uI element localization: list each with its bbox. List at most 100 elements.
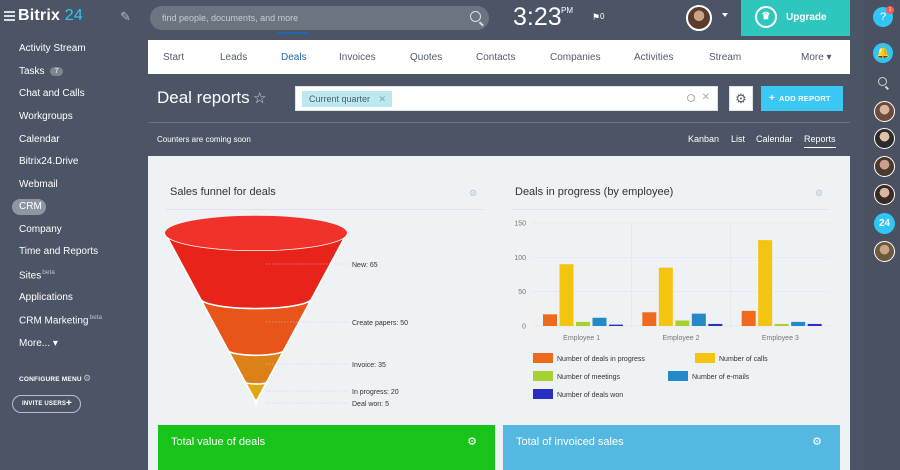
sidebar-item-time-and-reports[interactable]: Time and Reports <box>19 246 98 257</box>
bar <box>758 240 773 326</box>
y-tick-label: 0 <box>522 324 526 331</box>
contact-avatar[interactable] <box>874 241 895 262</box>
edit-pencil-icon[interactable]: ✎ <box>120 9 131 24</box>
beta-tag: beta <box>42 269 55 276</box>
tab-contacts[interactable]: Contacts <box>476 52 516 63</box>
help-icon: ? <box>879 11 887 23</box>
tab-quotes[interactable]: Quotes <box>410 52 443 63</box>
funnel-stage-label: Create papers: 50 <box>352 320 408 327</box>
contact-avatar[interactable] <box>874 101 895 122</box>
close-icon[interactable]: ✕ <box>701 92 710 103</box>
x-tick-label: Employee 1 <box>563 335 600 342</box>
funnel-stage-label: Deal won: 5 <box>352 401 389 408</box>
gear-icon[interactable]: ⚙ <box>815 188 824 198</box>
sidebar-item-label: Calendar <box>19 134 60 145</box>
funnel-stage-label: In progress: 20 <box>352 389 399 396</box>
flag-icon[interactable]: ⚑ <box>592 12 601 22</box>
star-icon[interactable]: ☆ <box>253 90 267 107</box>
sidebar-item-applications[interactable]: Applications <box>19 292 73 303</box>
view-kanban[interactable]: Kanban <box>688 134 720 144</box>
clock-ampm: PM <box>561 6 573 15</box>
total-invoiced-card: Total of invoiced sales ⚙ <box>503 425 840 470</box>
bar <box>658 267 673 326</box>
sidebar-item-webmail[interactable]: Webmail <box>19 179 58 190</box>
sidebar-item-chat-and-calls[interactable]: Chat and Calls <box>19 88 85 99</box>
invite-users-button[interactable]: INVITE USERS + <box>12 395 81 413</box>
sidebar-item-activity-stream[interactable]: Activity Stream <box>19 43 86 54</box>
upgrade-button[interactable]: ♛ Upgrade <box>741 0 850 36</box>
add-report-label: ADD REPORT <box>779 94 831 103</box>
sidebar-item-label: Webmail <box>19 179 58 190</box>
close-icon[interactable]: ✕ <box>378 94 387 104</box>
filter-bar[interactable]: Current quarter ✕ ✕ <box>295 86 718 111</box>
view-calendar[interactable]: Calendar <box>756 134 793 144</box>
tab-start[interactable]: Start <box>163 52 185 63</box>
gear-icon[interactable]: ⚙ <box>467 436 477 448</box>
y-tick-label: 100 <box>514 255 526 262</box>
contact-avatar[interactable] <box>874 184 895 205</box>
gear-icon[interactable]: ⚙ <box>83 373 92 383</box>
search-icon[interactable] <box>687 94 695 102</box>
search-icon[interactable] <box>878 77 887 86</box>
bar <box>675 320 690 326</box>
search-icon[interactable] <box>470 11 481 22</box>
legend-label: Number of deals won <box>557 392 623 399</box>
tab-activities[interactable]: Activities <box>634 52 674 63</box>
logo[interactable]: Bitrix 24 <box>18 7 83 25</box>
view-reports[interactable]: Reports <box>804 134 836 148</box>
bar <box>642 312 657 326</box>
add-report-button[interactable]: + ADD REPORT <box>761 86 843 111</box>
funnel-stage <box>253 398 259 407</box>
sidebar-item-drive[interactable]: Bitrix24.Drive <box>19 156 78 167</box>
tab-invoices[interactable]: Invoices <box>339 52 376 63</box>
view-list[interactable]: List <box>731 134 746 144</box>
sidebar-item-label: Chat and Calls <box>19 88 85 99</box>
user-avatar[interactable] <box>686 5 712 31</box>
notifications-bell-icon[interactable]: 🔔 <box>873 43 893 63</box>
tab-deals[interactable]: Deals <box>281 52 307 63</box>
x-tick-label: Employee 3 <box>762 335 799 342</box>
gear-icon[interactable]: ⚙ <box>812 436 822 448</box>
tasks-count-badge: 7 <box>49 67 64 76</box>
sidebar-item-label: Activity Stream <box>19 43 86 54</box>
filter-chip[interactable]: Current quarter ✕ <box>302 91 393 107</box>
chevron-down-icon[interactable] <box>722 13 728 17</box>
flag-count: 0 <box>600 12 605 21</box>
invite-users-label: INVITE USERS <box>22 401 67 407</box>
sidebar-item-label: Bitrix24.Drive <box>19 156 79 167</box>
divider <box>148 122 850 123</box>
configure-menu-link[interactable]: CONFIGURE MENU <box>19 376 82 383</box>
deals-progress-chart: 0 50 100 150 Employee 1 Employee 2 Employee 3 N… <box>514 221 830 399</box>
left-sidebar: Activity Stream Tasks 7 Chat and Calls Wo… <box>0 36 148 470</box>
clock-time[interactable]: 3:23 <box>513 3 562 31</box>
hamburger-menu-icon[interactable] <box>4 11 15 23</box>
crm-tabs: Start Leads Deals Invoices Quotes Contac… <box>148 40 850 74</box>
sidebar-item-calendar[interactable]: Calendar <box>19 134 60 145</box>
sidebar-item-crm[interactable]: CRM <box>12 199 46 215</box>
contact-avatar[interactable] <box>874 156 895 177</box>
settings-button[interactable]: ⚙ <box>729 86 753 111</box>
help-notification-badge: 1 <box>886 6 894 14</box>
search-input[interactable] <box>162 10 462 26</box>
tab-stream[interactable]: Stream <box>709 52 742 63</box>
sidebar-item-sites[interactable]: Sitesbeta <box>19 269 55 281</box>
sidebar-item-label: CRM Marketing <box>19 315 89 327</box>
progress-widget-title: Deals in progress (by employee) <box>515 186 674 198</box>
bar <box>791 321 806 326</box>
logo-number: 24 <box>64 7 83 24</box>
tab-leads[interactable]: Leads <box>220 52 248 63</box>
sidebar-item-workgroups[interactable]: Workgroups <box>19 111 73 122</box>
sidebar-item-company[interactable]: Company <box>19 224 62 235</box>
plus-icon: + <box>65 398 72 409</box>
bar <box>807 323 822 326</box>
tab-companies[interactable]: Companies <box>550 52 601 63</box>
sidebar-item-tasks[interactable]: Tasks 7 <box>19 66 64 77</box>
tab-more[interactable]: More ▾ <box>801 52 832 63</box>
gear-icon[interactable]: ⚙ <box>469 188 478 198</box>
sidebar-item-more[interactable]: More... ▾ <box>19 338 58 349</box>
y-tick-label: 50 <box>518 289 526 296</box>
bitrix24-icon[interactable]: 24 <box>874 213 895 234</box>
contact-avatar[interactable] <box>874 128 895 149</box>
sidebar-item-crm-marketing[interactable]: CRM Marketingbeta <box>19 314 102 326</box>
sidebar-item-label: Sites <box>19 270 42 282</box>
